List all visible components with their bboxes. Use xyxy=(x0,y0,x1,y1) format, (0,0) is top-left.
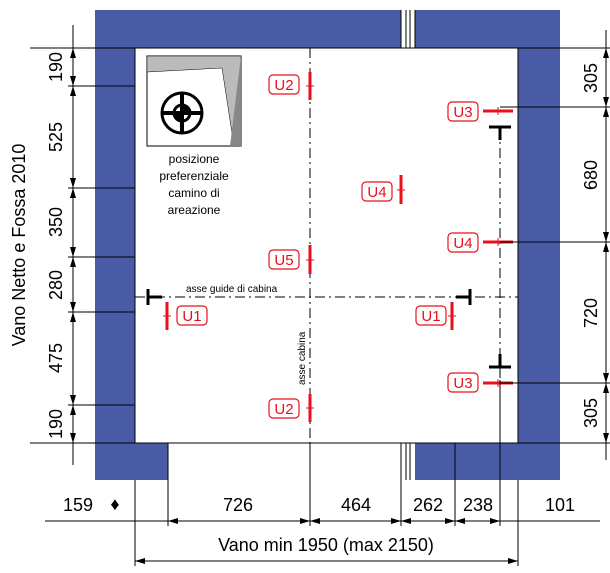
wall-left-upper xyxy=(95,10,135,480)
marker-u4-center: U4 xyxy=(361,175,405,204)
bottom-dim-marker: ♦ xyxy=(110,494,119,514)
cabin-axis-label: asse cabina xyxy=(297,331,308,385)
svg-text:U1: U1 xyxy=(421,308,440,325)
left-dim-5: 475 xyxy=(46,343,66,373)
left-dimension-chain xyxy=(68,25,135,465)
svg-text:U3: U3 xyxy=(453,375,472,392)
chimney-note-line-1: posizione xyxy=(169,152,220,166)
marker-u2-bottom: U2 xyxy=(268,394,314,422)
left-dim-4: 280 xyxy=(46,270,66,300)
left-dim-2: 525 xyxy=(46,122,66,152)
right-dim-1: 305 xyxy=(581,63,601,93)
svg-text:U4: U4 xyxy=(367,184,386,201)
shaft-walls xyxy=(95,10,560,480)
svg-text:U2: U2 xyxy=(274,401,293,418)
bottom-dim-1: 159 xyxy=(63,495,93,515)
chimney-note-line-4: areazione xyxy=(168,203,221,217)
svg-text:U2: U2 xyxy=(274,77,293,94)
svg-text:U3: U3 xyxy=(453,104,472,121)
left-dim-3: 350 xyxy=(46,207,66,237)
counterweight-rail-top xyxy=(489,125,511,140)
guide-rail-right xyxy=(456,289,472,305)
counterweight-rail-bottom xyxy=(489,354,511,369)
marker-u1-left: U1 xyxy=(163,302,208,330)
left-dim-6: 190 xyxy=(46,409,66,439)
fan-vent-icon xyxy=(146,55,242,147)
left-dim-1: 190 xyxy=(46,52,66,82)
wall-top-left xyxy=(95,10,401,48)
right-dim-3: 720 xyxy=(581,298,601,328)
bottom-dim-2: 726 xyxy=(223,495,253,515)
bottom-title: Vano min 1950 (max 2150) xyxy=(218,535,434,555)
bottom-dim-3: 464 xyxy=(341,495,371,515)
right-dim-4: 305 xyxy=(581,398,601,428)
bottom-dim-5: 238 xyxy=(463,495,493,515)
guide-axis-label: asse guide di cabina xyxy=(186,284,278,295)
wall-bottom-left xyxy=(95,443,168,480)
right-dim-2: 680 xyxy=(581,160,601,190)
chimney-note-line-2: preferenziale xyxy=(159,169,229,183)
chimney-note-line-3: camino di xyxy=(168,186,219,200)
svg-text:U1: U1 xyxy=(182,308,201,325)
svg-text:U4: U4 xyxy=(453,235,472,252)
wall-right xyxy=(518,10,560,480)
marker-u5: U5 xyxy=(268,245,314,274)
wall-bottom-right xyxy=(415,443,560,480)
bottom-dim-4: 262 xyxy=(413,495,443,515)
guide-rail-left xyxy=(146,289,162,305)
bottom-dim-6: 101 xyxy=(545,495,575,515)
vertical-title: Vano Netto e Fossa 2010 xyxy=(9,144,29,347)
marker-u1-right: U1 xyxy=(415,302,456,330)
bottom-dimension-chain xyxy=(45,380,600,566)
svg-text:U5: U5 xyxy=(274,252,293,269)
marker-u3-top: U3 xyxy=(447,101,513,122)
marker-u2-top: U2 xyxy=(268,72,314,100)
